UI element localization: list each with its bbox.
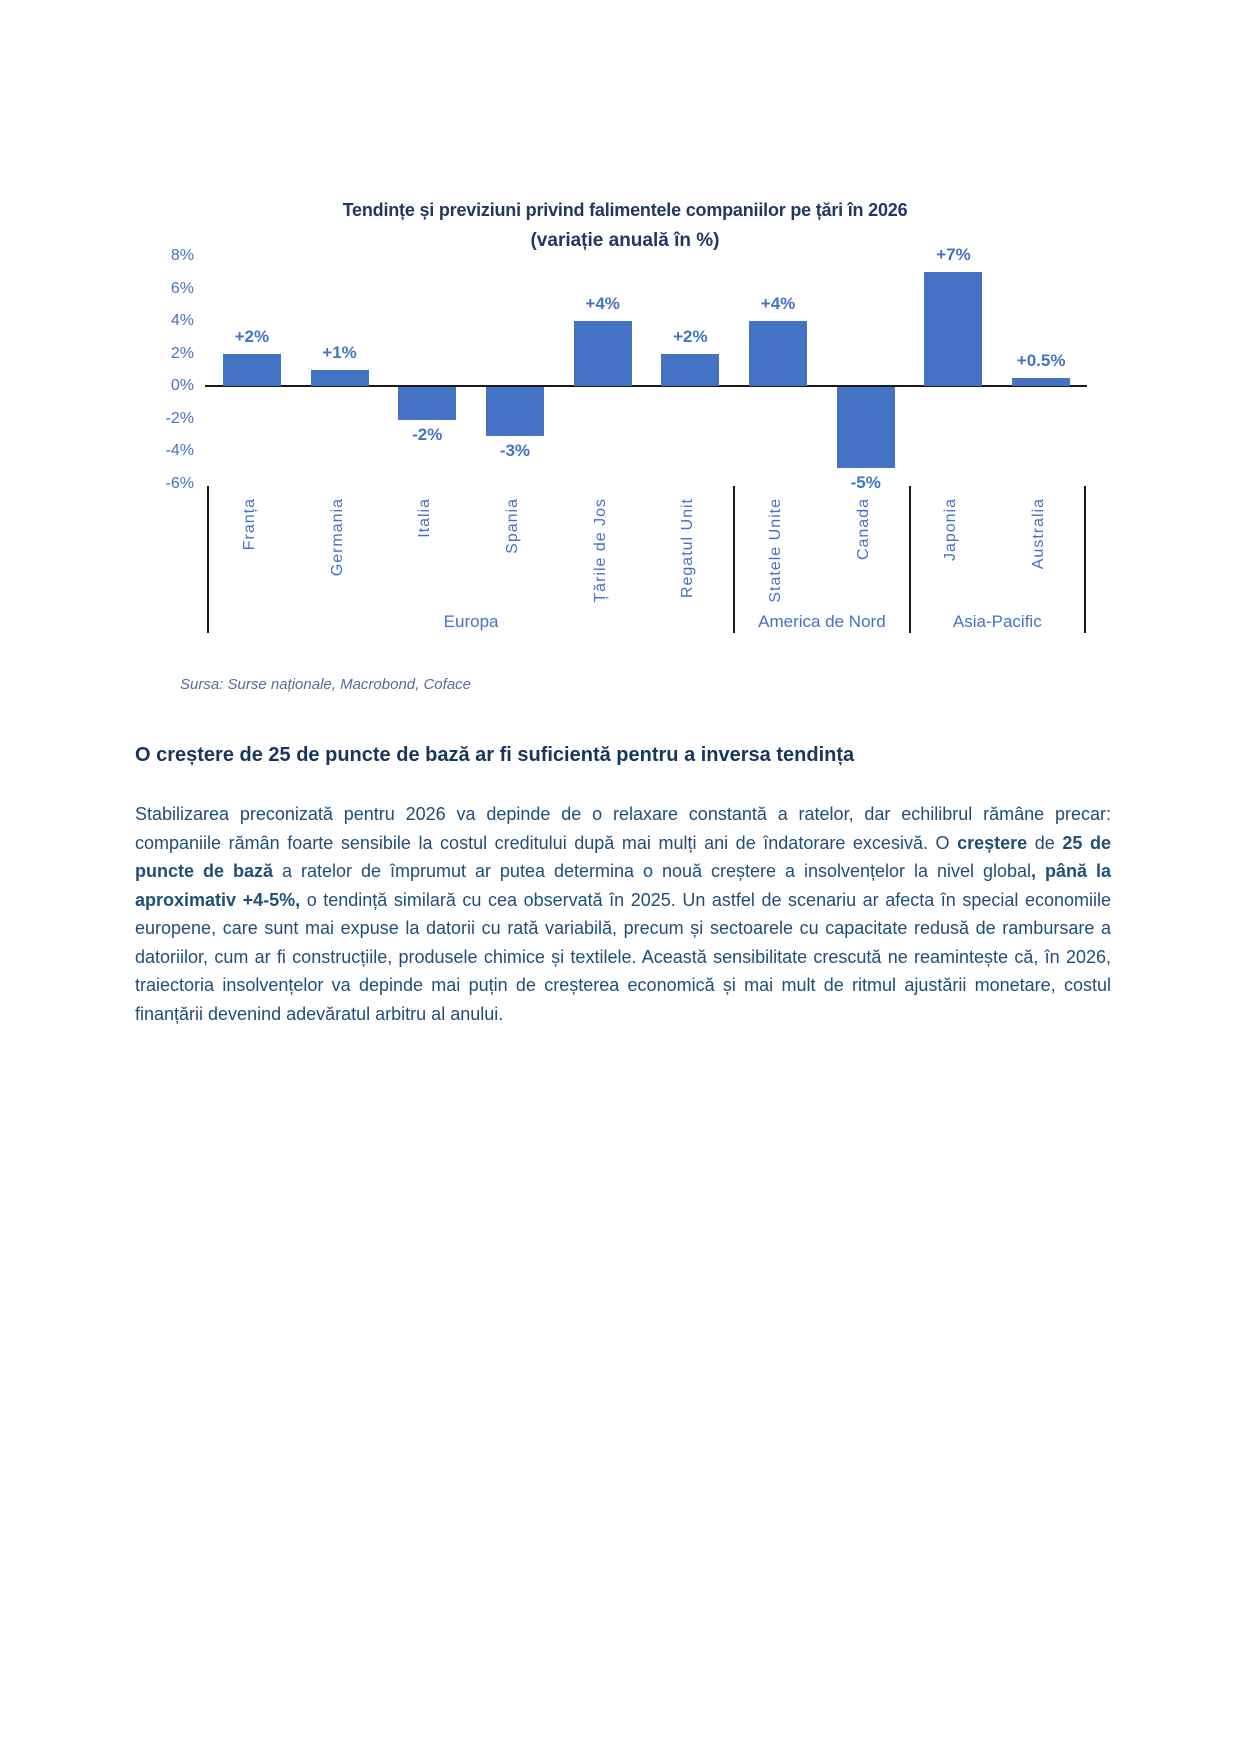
category-label: Canada [854,498,872,561]
bar-value-label: +4% [585,294,620,313]
category-label: Regatul Unit [679,498,697,599]
y-axis-tick-label: -6% [165,474,194,492]
category-label: Țările de Jos [591,498,609,603]
category-group-separator [908,486,911,633]
bar-Japonia [924,272,983,386]
category-label: Germania [328,498,346,577]
paragraph-segment-bold: , până la aproximativ +4-5%, [135,861,1111,910]
bar-value-label: -3% [499,440,531,460]
paragraph-segment: o tendință similară cu cea observată în … [135,889,1111,1024]
category-label: Franța [240,498,258,551]
category-group-label: Europa [443,612,499,631]
category-group-separator [207,486,209,633]
y-axis-tick-label: 0% [170,377,194,394]
y-axis-tick-label: 6% [170,279,194,297]
chart-source-note: Sursa: Surse naționale, Macrobond, Cofac… [180,676,471,693]
paragraph-segment: de [1027,832,1063,853]
bar-Țările de Jos [573,321,632,386]
bar-value-label: +4% [760,294,796,313]
bar-Spania [485,387,544,436]
category-group-label: Asia-Pacific [952,612,1042,631]
bar-Canada [836,387,895,469]
category-label: Italia [416,498,434,538]
y-axis-tick-label: 8% [170,247,194,264]
category-group-label: America de Nord [758,612,886,631]
y-axis-tick-label: 2% [170,344,194,362]
bar-value-label: +0.5% [1016,350,1066,370]
category-label: Spania [503,498,521,554]
paragraph-segment-bold: creștere [957,832,1028,853]
y-axis-tick-label: 4% [170,312,194,329]
category-label: Japonia [942,498,960,562]
bar-value-label: +2% [234,326,270,346]
body-paragraph: Stabilizarea preconizată pentru 2026 va … [135,800,1111,1028]
y-axis-tick-label: -4% [165,442,194,459]
y-axis-tick-label: -2% [165,409,194,427]
bar-Franța [222,353,281,386]
section-heading: O creștere de 25 de puncte de bază ar fi… [135,744,855,766]
bar-value-label: +7% [936,245,971,265]
category-group-separator [1084,486,1086,633]
paragraph-segment: a ratelor de împrumut ar putea determina… [272,861,1032,881]
bar-Italia [398,387,457,420]
bar-Germania [310,369,369,386]
category-label: Australia [1030,498,1048,570]
paragraph-segment: Stabilizarea preconizată pentru 2026 va … [135,804,1111,853]
bar-value-label: -2% [412,424,443,444]
category-group-separator [733,486,736,633]
bar-value-label: +2% [673,326,708,346]
x-axis-zero-line [205,385,1087,387]
chart-subtitle: (variație anuală în %) [530,230,720,251]
bar-value-label: +1% [322,342,357,362]
bar-Regatul Unit [661,353,720,386]
chart-title: Tendințe și previziuni privind falimente… [342,200,908,220]
category-label: Statele Unite [767,498,785,603]
bar-value-label: -5% [850,473,881,493]
bar-Australia [1012,377,1071,386]
paragraph-segment-bold: 25 de puncte de bază [135,832,1111,882]
bar-Statele Unite [749,321,808,386]
insolvency-bar-chart: Tendințe și previziuni privind falimente… [0,0,1241,700]
